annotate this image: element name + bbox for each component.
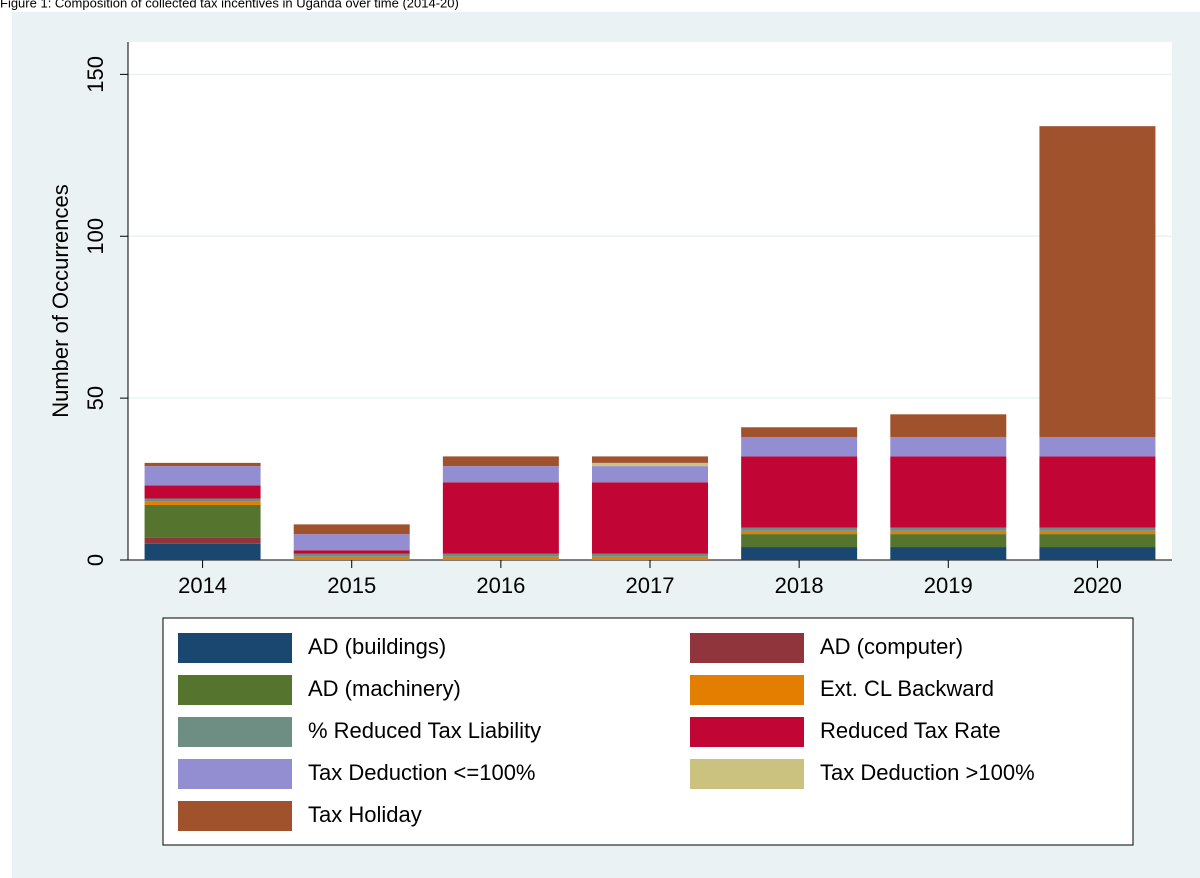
bar-segment (1039, 436, 1156, 457)
x-tick-label: 2017 (626, 573, 675, 598)
bar-segment (592, 462, 708, 467)
legend-label: AD (buildings) (308, 634, 446, 659)
bar-segment (144, 498, 261, 502)
x-tick-label: 2018 (775, 573, 824, 598)
bar-segment (293, 553, 410, 557)
legend-label: AD (machinery) (308, 676, 461, 701)
bar-segment (592, 482, 708, 554)
legend-label: Ext. CL Backward (820, 676, 994, 701)
bar-segment (1039, 547, 1156, 560)
bar-segment (144, 501, 261, 505)
legend-swatch (690, 633, 804, 663)
legend-label: Tax Deduction >100% (820, 760, 1035, 785)
legend-label: Tax Holiday (308, 802, 422, 827)
x-tick-label: 2020 (1073, 573, 1122, 598)
bar-segment (741, 456, 858, 528)
bar-segment (442, 456, 559, 467)
x-tick-label: 2014 (178, 573, 227, 598)
bar-segment (144, 485, 261, 499)
bar-segment (1039, 456, 1156, 528)
bar-segment (293, 534, 410, 551)
bar-segment (1039, 527, 1156, 531)
y-tick-label: 100 (83, 218, 108, 255)
bar-segment (442, 556, 559, 560)
bar-segment (293, 556, 410, 560)
legend-swatch (690, 675, 804, 705)
bar-segment (592, 466, 708, 483)
y-tick-label: 50 (83, 386, 108, 410)
y-tick-label: 0 (83, 554, 108, 566)
legend-swatch (690, 717, 804, 747)
bar-segment (1039, 530, 1156, 535)
bar-segment (741, 530, 858, 535)
legend-swatch (178, 801, 292, 831)
bar-segment (890, 527, 1007, 531)
bar-segment (144, 537, 261, 544)
bar-segment (890, 436, 1007, 457)
bar-segment (1039, 126, 1156, 437)
bar-segment (1039, 534, 1156, 548)
legend-label: AD (computer) (820, 634, 963, 659)
bar-segment (592, 553, 708, 557)
bar-segment (741, 534, 858, 548)
legend-swatch (178, 675, 292, 705)
bar-segment (741, 527, 858, 531)
bar-segment (442, 466, 559, 483)
bar-segment (144, 466, 261, 486)
chart-title: Figure 1: Composition of collected tax i… (0, 0, 459, 10)
bar-segment (741, 427, 858, 437)
legend-swatch (690, 759, 804, 789)
y-tick-label: 150 (83, 56, 108, 93)
bar-segment (890, 456, 1007, 528)
bar-segment (890, 534, 1007, 548)
legend-label: Reduced Tax Rate (820, 718, 1001, 743)
legend-swatch (178, 633, 292, 663)
bar-segment (592, 556, 708, 560)
y-axis-title: Number of Occurrences (48, 184, 73, 418)
bar-segment (144, 504, 261, 538)
bar-segment (592, 456, 708, 463)
bar-segment (890, 530, 1007, 535)
bar-segment (293, 550, 410, 554)
x-tick-label: 2016 (476, 573, 525, 598)
bar-segment (442, 553, 559, 557)
legend (162, 617, 1134, 846)
bar-segment (741, 547, 858, 560)
legend-swatch (178, 759, 292, 789)
bar-segment (144, 543, 261, 560)
legend-label: % Reduced Tax Liability (308, 718, 541, 743)
bar-segment (293, 524, 410, 535)
bar-segment (890, 547, 1007, 560)
bar-segment (144, 462, 261, 467)
legend-swatch (178, 717, 292, 747)
x-tick-label: 2015 (327, 573, 376, 598)
bar-segment (741, 436, 858, 457)
x-tick-label: 2019 (924, 573, 973, 598)
bar-segment (890, 414, 1007, 437)
legend-label: Tax Deduction <=100% (308, 760, 536, 785)
bar-segment (442, 482, 559, 554)
